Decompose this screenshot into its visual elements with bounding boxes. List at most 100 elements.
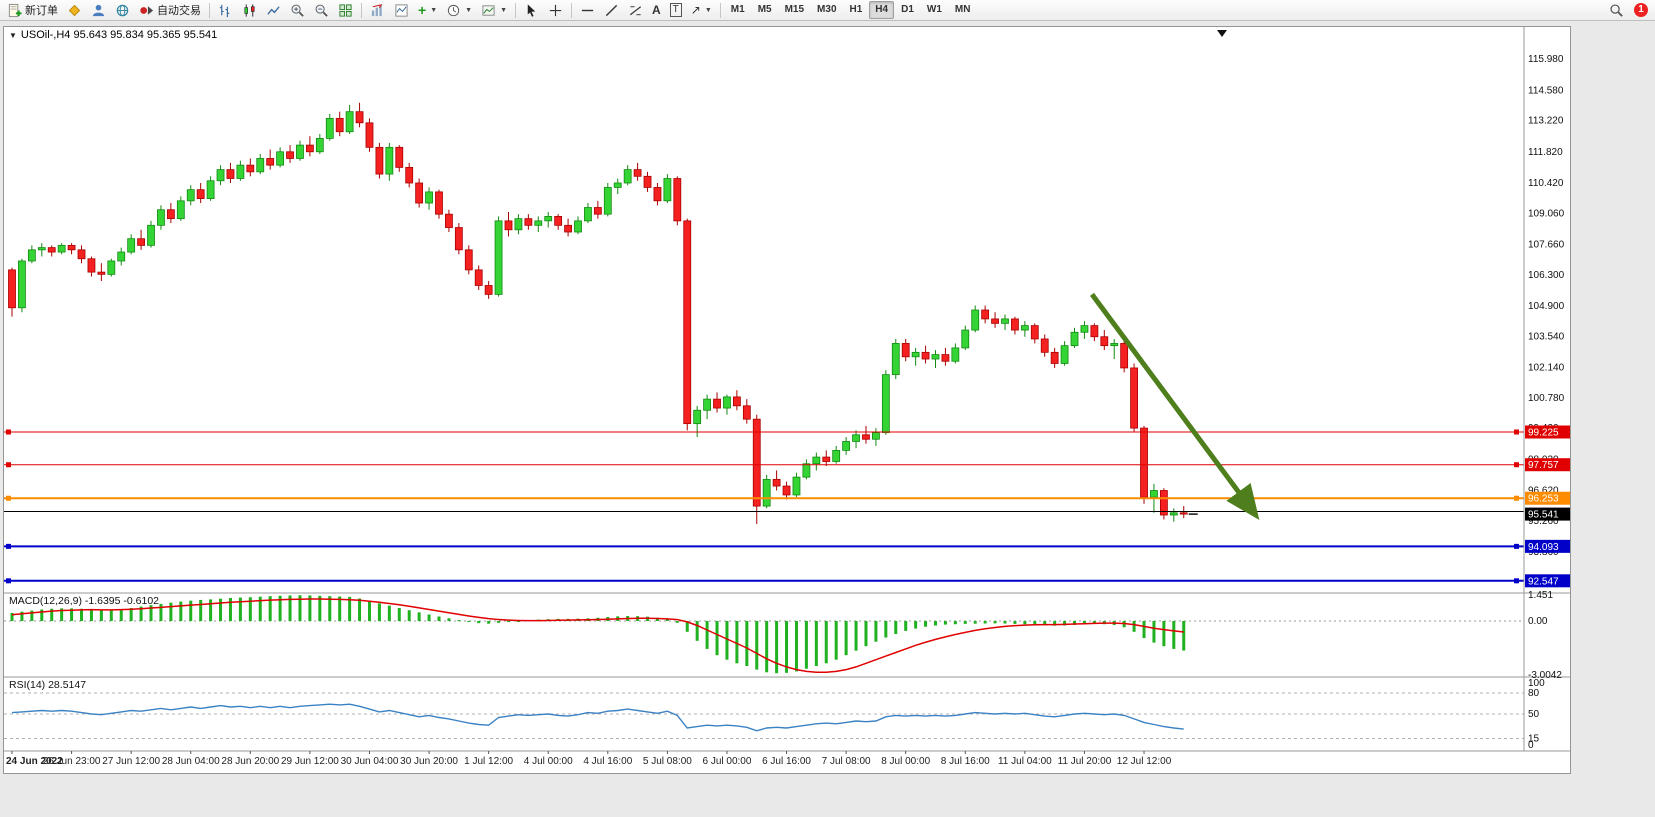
svg-text:115.980: 115.980 xyxy=(1528,54,1564,65)
template-icon xyxy=(482,4,495,16)
svg-text:99.225: 99.225 xyxy=(1528,428,1559,439)
timeframe-d1[interactable]: D1 xyxy=(901,4,914,15)
indicator-bars-icon xyxy=(371,3,383,16)
svg-text:1 Jul 12:00: 1 Jul 12:00 xyxy=(464,756,513,767)
timeframe-w1[interactable]: W1 xyxy=(926,4,942,15)
line-chart-icon xyxy=(267,5,280,15)
period-dropdown[interactable]: ▼ xyxy=(442,0,476,20)
svg-text:27 Jun 12:00: 27 Jun 12:00 xyxy=(102,756,160,767)
toolbar-separator xyxy=(571,2,572,18)
zoom-out-button[interactable] xyxy=(310,0,333,20)
chart-collapse-icon[interactable]: ▼ xyxy=(9,30,17,40)
new-order-button[interactable]: 新订单 xyxy=(3,1,62,19)
order-ticket-icon xyxy=(8,3,22,17)
timeframe-m30[interactable]: M30 xyxy=(817,4,837,15)
ohlc-bars-icon xyxy=(219,4,230,17)
tile-windows-icon xyxy=(339,3,352,17)
timeframe-m5[interactable]: M5 xyxy=(757,4,772,15)
macd-layer: 1.451 0.00 -3.0042 xyxy=(10,590,1562,681)
indicator-window-button[interactable] xyxy=(390,0,413,20)
mql5-diamond-button[interactable] xyxy=(63,0,86,20)
svg-text:11 Jul 20:00: 11 Jul 20:00 xyxy=(1058,756,1112,767)
profile-button[interactable] xyxy=(87,0,110,20)
search-button[interactable] xyxy=(1605,0,1628,20)
svg-text:95.541: 95.541 xyxy=(1528,510,1559,521)
notification-badge[interactable]: 1 xyxy=(1634,3,1648,17)
chart-title-text: USOil-,H4 95.643 95.834 95.365 95.541 xyxy=(20,29,218,41)
macd-signal-line xyxy=(11,598,1184,674)
svg-text:113.220: 113.220 xyxy=(1528,116,1564,127)
auto-trading-button[interactable]: 自动交易 xyxy=(135,1,205,19)
crosshair-tool-button[interactable] xyxy=(544,0,567,20)
svg-text:100.780: 100.780 xyxy=(1528,393,1565,404)
svg-text:109.060: 109.060 xyxy=(1528,208,1565,219)
data-window-button[interactable] xyxy=(366,0,389,20)
timeframe-mn[interactable]: MN xyxy=(954,4,971,15)
svg-text:28 Jun 20:00: 28 Jun 20:00 xyxy=(221,756,279,767)
toolbar-separator xyxy=(209,2,210,18)
svg-text:103.540: 103.540 xyxy=(1528,331,1565,342)
svg-text:96.253: 96.253 xyxy=(1528,494,1559,505)
svg-text:1.451: 1.451 xyxy=(1528,590,1553,601)
fibonacci-tool[interactable] xyxy=(624,0,647,20)
chevron-down-icon: ▼ xyxy=(465,6,473,14)
tile-windows-button[interactable] xyxy=(334,0,357,20)
trendline-tool[interactable] xyxy=(600,0,623,20)
arrow-shape-icon: ↗ xyxy=(690,2,701,17)
svg-text:-3.0042: -3.0042 xyxy=(1528,670,1562,681)
svg-text:4 Jul 00:00: 4 Jul 00:00 xyxy=(524,756,573,767)
add-indicator-dropdown[interactable]: + ▼ xyxy=(414,0,441,20)
svg-text:6 Jul 00:00: 6 Jul 00:00 xyxy=(702,756,751,767)
timeframe-m15[interactable]: M15 xyxy=(784,4,805,15)
svg-text:8 Jul 16:00: 8 Jul 16:00 xyxy=(941,756,990,767)
line-chart-button[interactable] xyxy=(262,0,285,20)
bar-chart-button[interactable] xyxy=(214,0,237,20)
globe-icon xyxy=(116,4,129,16)
text-box-tool[interactable]: T xyxy=(666,0,686,20)
trend-arrow[interactable] xyxy=(1089,292,1260,521)
fibonacci-icon xyxy=(629,5,642,15)
timeframe-m1[interactable]: M1 xyxy=(730,4,745,15)
community-button[interactable] xyxy=(111,0,134,20)
toolbar-separator xyxy=(361,2,362,18)
svg-text:24 Jun 2022: 24 Jun 2022 xyxy=(6,756,63,767)
text-label-tool[interactable]: A xyxy=(648,0,665,20)
chart-window: 115.980 114.580 113.220 111.820 110.420 109.0… xyxy=(3,26,1571,774)
svg-text:97.757: 97.757 xyxy=(1528,460,1559,471)
time-marker-icon xyxy=(1217,30,1227,37)
rsi-line xyxy=(11,703,1184,732)
chevron-down-icon: ▼ xyxy=(500,6,507,14)
candlestick-chart-button[interactable] xyxy=(238,0,261,20)
price-chart[interactable]: 115.980 114.580 113.220 111.820 110.420 109.0… xyxy=(4,27,1570,771)
timeframe-h1[interactable]: H1 xyxy=(849,4,863,15)
auto-trading-icon xyxy=(140,5,154,15)
chevron-down-icon: ▼ xyxy=(704,6,712,14)
svg-text:4 Jul 16:00: 4 Jul 16:00 xyxy=(583,756,632,767)
crosshair-icon xyxy=(549,4,562,16)
svg-text:5 Jul 08:00: 5 Jul 08:00 xyxy=(643,756,692,767)
timeframe-h4[interactable]: H4 xyxy=(869,1,895,19)
horizontal-line-tool[interactable] xyxy=(576,0,599,20)
chart-title: ▼ USOil-,H4 95.643 95.834 95.365 95.541 xyxy=(9,29,217,41)
shapes-dropdown[interactable]: ↗ ▼ xyxy=(687,0,716,20)
svg-text:111.820: 111.820 xyxy=(1528,147,1563,158)
text-t-icon: T xyxy=(669,3,682,17)
candles-layer xyxy=(8,102,1188,524)
svg-text:12 Jul 12:00: 12 Jul 12:00 xyxy=(1117,756,1172,767)
template-dropdown[interactable]: ▼ xyxy=(477,0,511,20)
clock-icon xyxy=(448,4,460,16)
svg-text:28 Jun 04:00: 28 Jun 04:00 xyxy=(162,756,220,767)
zoom-in-button[interactable] xyxy=(286,0,309,20)
svg-text:8 Jul 00:00: 8 Jul 00:00 xyxy=(881,756,930,767)
cursor-tool-button[interactable] xyxy=(520,0,543,20)
svg-text:7 Jul 08:00: 7 Jul 08:00 xyxy=(822,756,871,767)
macd-indicator-label: MACD(12,26,9) -1.6395 -0.6102 xyxy=(9,595,159,607)
new-order-label: 新订单 xyxy=(25,5,58,17)
level-lines-layer xyxy=(4,429,1524,584)
svg-text:104.900: 104.900 xyxy=(1528,301,1565,312)
svg-text:30 Jun 20:00: 30 Jun 20:00 xyxy=(400,756,458,767)
zoom-out-icon xyxy=(315,4,328,17)
svg-text:94.093: 94.093 xyxy=(1528,542,1559,553)
